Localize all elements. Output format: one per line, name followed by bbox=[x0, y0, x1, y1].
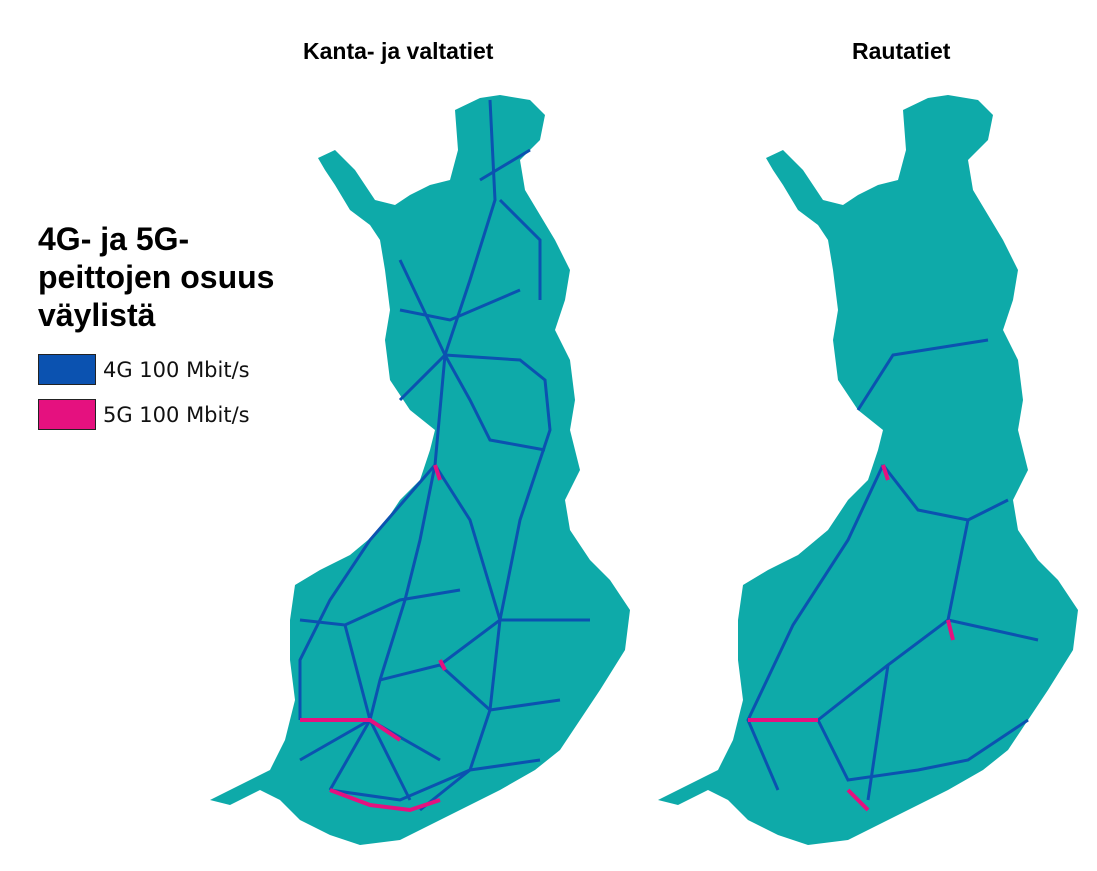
road-5g bbox=[300, 464, 447, 813]
rail-5g bbox=[748, 464, 955, 812]
land bbox=[658, 95, 1078, 845]
legend-item: 5G 100 Mbit/s bbox=[38, 399, 274, 430]
road-network bbox=[298, 99, 590, 812]
rail-network bbox=[746, 338, 1039, 801]
legend-label: 5G 100 Mbit/s bbox=[103, 402, 250, 427]
legend-swatch bbox=[38, 399, 96, 430]
legend-item: 4G 100 Mbit/s bbox=[38, 354, 274, 385]
legend-title-line: väylistä bbox=[38, 297, 156, 333]
legend-swatch bbox=[38, 354, 96, 385]
legend: 4G- ja 5G- peittojen osuus väylistä 4G 1… bbox=[38, 220, 274, 444]
legend-label: 4G 100 Mbit/s bbox=[103, 357, 250, 382]
land bbox=[210, 95, 630, 845]
map-roads bbox=[210, 95, 630, 845]
legend-title-line: 4G- ja 5G- bbox=[38, 221, 190, 257]
map-title: Kanta- ja valtatiet bbox=[303, 38, 494, 64]
map-rail bbox=[658, 95, 1078, 845]
legend-title-line: peittojen osuus bbox=[38, 259, 275, 295]
legend-title: 4G- ja 5G- peittojen osuus väylistä bbox=[38, 220, 274, 334]
map-title: Rautatiet bbox=[852, 38, 951, 64]
